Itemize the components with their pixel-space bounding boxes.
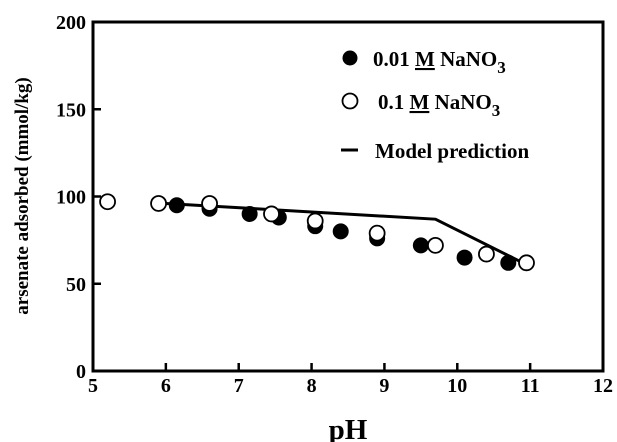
y-tick-label: 0 (76, 361, 86, 383)
x-tick-label: 8 (307, 375, 317, 397)
x-tick-label: 5 (88, 375, 98, 397)
data-point-0.1m (478, 245, 495, 263)
data-point-0.01m (332, 223, 349, 240)
x-tick-label: 9 (379, 375, 389, 397)
legend-marker-open (341, 92, 359, 110)
points-layer (99, 193, 535, 272)
data-point-0.01m (500, 254, 517, 271)
plot-frame (91, 20, 605, 373)
data-point-0.1m (201, 195, 218, 212)
data-point-0.1m (263, 205, 280, 223)
y-tick-label: 50 (66, 274, 86, 296)
x-tick-label: 12 (593, 375, 613, 397)
x-axis-title: pH (329, 414, 368, 442)
data-point-0.1m (368, 224, 386, 242)
legend-label-0.01m: 0.01 M NaNO3 (373, 47, 506, 77)
legend: 0.01 M NaNO3 0.1 M NaNO3 Model predictio… (341, 47, 530, 163)
data-point-0.01m (412, 237, 429, 254)
x-tick-label: 10 (447, 375, 467, 397)
legend-label-0.1m: 0.1 M NaNO3 (378, 90, 500, 120)
y-tick-label: 100 (56, 187, 86, 209)
data-point-0.1m (427, 236, 444, 254)
data-point-0.01m (456, 249, 473, 266)
y-axis-title: arsenate adsorbed (mmol/kg) (12, 77, 33, 314)
y-tick-label: 150 (56, 99, 86, 121)
ticks (91, 20, 605, 373)
data-point-0.1m (518, 254, 535, 272)
legend-marker-filled (342, 50, 358, 66)
x-tick-label: 6 (161, 375, 171, 397)
model-line-layer (165, 201, 524, 265)
data-point-0.1m (150, 195, 167, 212)
y-tick-label: 200 (56, 12, 86, 34)
tick-labels: 5 6 7 8 9 10 11 12 0 50 100 150 200 (56, 12, 613, 397)
data-point-0.1m (99, 193, 116, 211)
data-point-0.01m (241, 205, 258, 222)
x-tick-label: 11 (521, 375, 540, 397)
legend-label-model: Model prediction (375, 139, 530, 163)
data-point-0.1m (306, 212, 324, 230)
model-prediction-line (165, 201, 524, 265)
x-tick-label: 7 (234, 375, 244, 397)
data-point-0.01m (168, 197, 185, 214)
